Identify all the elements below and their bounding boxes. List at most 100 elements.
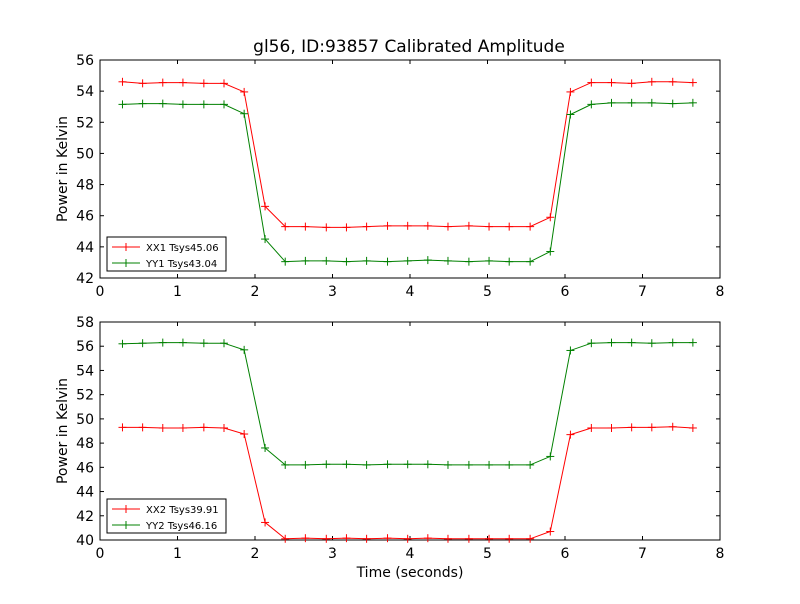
y-tick-label: 52 xyxy=(76,388,94,404)
data-point xyxy=(485,222,494,231)
data-point xyxy=(627,423,636,432)
y-tick-label: 50 xyxy=(76,412,94,428)
data-point xyxy=(423,256,432,265)
data-point xyxy=(301,460,310,469)
data-point xyxy=(485,460,494,469)
data-point xyxy=(138,79,147,88)
data-point xyxy=(138,423,147,432)
data-point xyxy=(220,100,228,109)
data-point xyxy=(505,460,514,469)
data-point xyxy=(118,423,127,432)
data-point xyxy=(261,518,270,527)
data-point xyxy=(220,423,228,432)
data-point xyxy=(607,338,616,347)
y-tick-label: 52 xyxy=(76,115,94,131)
data-point xyxy=(158,338,167,347)
data-point xyxy=(566,87,575,96)
data-point xyxy=(546,213,555,222)
y-tick-label: 44 xyxy=(76,485,94,501)
data-point xyxy=(199,100,208,109)
data-point xyxy=(281,257,290,266)
data-point xyxy=(546,452,555,461)
data-point xyxy=(526,257,535,266)
data-point xyxy=(505,222,514,231)
data-point xyxy=(668,99,677,108)
data-point xyxy=(342,534,351,543)
data-point xyxy=(505,534,514,543)
data-point xyxy=(526,460,535,469)
y-tick-label: 58 xyxy=(76,315,94,331)
data-point xyxy=(566,346,575,355)
data-point xyxy=(443,534,452,543)
data-point xyxy=(261,235,270,244)
data-point xyxy=(485,534,494,543)
y-tick-label: 56 xyxy=(76,339,94,355)
data-point xyxy=(301,222,310,231)
y-axis-label: Power in Kelvin xyxy=(55,116,71,222)
data-point xyxy=(342,460,351,469)
data-point xyxy=(322,223,331,232)
x-tick-label: 3 xyxy=(328,284,337,300)
y-tick-label: 48 xyxy=(76,436,94,452)
data-point xyxy=(627,338,636,347)
data-point xyxy=(220,79,228,88)
chart-title: gl56, ID:93857 Calibrated Amplitude xyxy=(253,37,565,57)
x-axis-label: Time (seconds) xyxy=(356,565,464,581)
data-point xyxy=(240,345,249,354)
data-point xyxy=(688,98,697,107)
legend-label: YY1 Tsys43.04 xyxy=(145,259,217,270)
data-point xyxy=(362,460,371,469)
x-tick-label: 0 xyxy=(96,546,105,562)
data-point xyxy=(383,221,392,230)
x-tick-label: 2 xyxy=(251,546,260,562)
data-point xyxy=(587,100,596,109)
data-point xyxy=(423,534,432,543)
data-point xyxy=(464,460,473,469)
x-tick-label: 6 xyxy=(561,284,570,300)
data-point xyxy=(362,256,371,265)
data-point xyxy=(443,460,452,469)
data-point xyxy=(688,78,697,87)
x-tick-label: 3 xyxy=(328,546,337,562)
data-point xyxy=(322,256,331,265)
data-point xyxy=(566,430,575,439)
data-point xyxy=(178,423,187,432)
data-point xyxy=(362,534,371,543)
data-point xyxy=(505,257,514,266)
data-point xyxy=(423,221,432,230)
legend: XX2 Tsys39.91 YY2 Tsys46.16 xyxy=(106,498,227,534)
data-point xyxy=(158,78,167,87)
data-point xyxy=(138,339,147,348)
data-point xyxy=(158,423,167,432)
legend-label: XX2 Tsys39.91 xyxy=(146,505,219,516)
x-tick-label: 1 xyxy=(173,284,182,300)
data-point xyxy=(383,534,392,543)
data-point xyxy=(647,339,656,348)
data-point xyxy=(464,221,473,230)
data-point xyxy=(199,79,208,88)
data-point xyxy=(403,534,412,543)
data-point xyxy=(668,422,677,431)
data-point xyxy=(240,87,249,96)
data-point xyxy=(178,78,187,87)
x-tick-label: 7 xyxy=(638,284,647,300)
x-tick-label: 7 xyxy=(638,546,647,562)
legend-box xyxy=(106,236,227,272)
data-point xyxy=(668,338,677,347)
legend: XX1 Tsys45.06 YY1 Tsys43.04 xyxy=(106,236,227,272)
data-point xyxy=(240,430,249,439)
x-tick-label: 8 xyxy=(716,546,725,562)
data-point xyxy=(220,339,228,348)
data-point xyxy=(607,423,616,432)
data-point xyxy=(342,223,351,232)
data-point xyxy=(607,78,616,87)
y-tick-label: 54 xyxy=(76,363,94,379)
data-point xyxy=(688,338,697,347)
x-tick-label: 1 xyxy=(173,546,182,562)
data-point xyxy=(342,257,351,266)
data-point xyxy=(607,98,616,107)
x-tick-label: 5 xyxy=(483,546,492,562)
data-point xyxy=(178,100,187,109)
